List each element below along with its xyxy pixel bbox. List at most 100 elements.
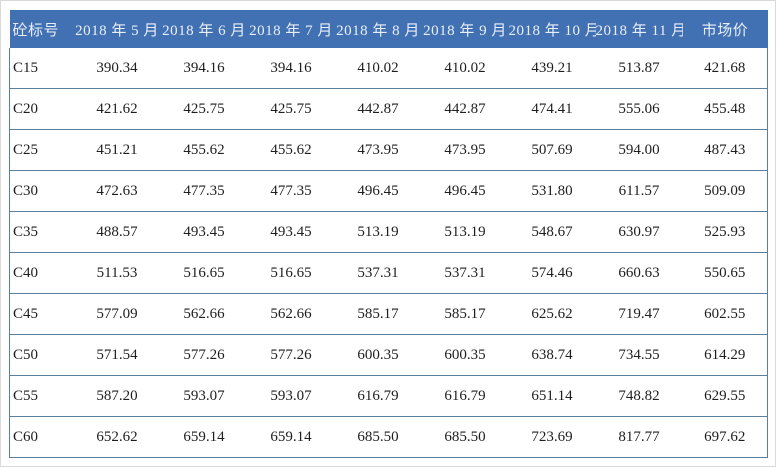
price-cell: 394.16	[247, 48, 335, 89]
price-cell: 442.87	[421, 88, 509, 130]
price-cell: 525.93	[682, 211, 768, 253]
price-cell: 723.69	[508, 416, 596, 458]
price-cell: 516.65	[160, 252, 248, 294]
price-cell: 473.95	[334, 129, 422, 171]
price-cell: 600.35	[334, 334, 422, 376]
price-cell: 587.20	[73, 375, 161, 417]
header-cell: 2018 年 8 月	[334, 10, 422, 48]
price-cell: 659.14	[160, 416, 248, 458]
price-cell: 625.62	[508, 293, 596, 335]
price-cell: 455.62	[247, 129, 335, 171]
price-cell: 611.57	[595, 170, 683, 212]
price-cell: 488.57	[73, 211, 161, 253]
price-cell: 537.31	[334, 252, 422, 294]
price-cell: 473.95	[421, 129, 509, 171]
price-cell: 593.07	[247, 375, 335, 417]
grade-cell: C45	[9, 293, 74, 335]
price-cell: 585.17	[421, 293, 509, 335]
header-cell: 2018 年 6 月	[160, 10, 248, 48]
price-cell: 548.67	[508, 211, 596, 253]
price-cell: 507.69	[508, 129, 596, 171]
price-cell: 571.54	[73, 334, 161, 376]
price-cell: 593.07	[160, 375, 248, 417]
price-cell: 629.55	[682, 375, 768, 417]
table-row: C30 472.63 477.35 477.35 496.45 496.45 531.80 6…	[9, 170, 768, 212]
price-cell: 697.62	[682, 416, 768, 458]
price-cell: 421.68	[682, 48, 768, 89]
price-cell: 602.55	[682, 293, 768, 335]
grade-cell: C25	[9, 129, 74, 171]
price-cell: 439.21	[508, 48, 596, 89]
header-row: 砼标号 2018 年 5 月 2018 年 6 月 2018 年 7 月 2018 年 …	[9, 10, 768, 48]
table-row: C50 571.54 577.26 577.26 600.35 600.35 638.74 7…	[9, 334, 768, 376]
price-cell: 685.50	[421, 416, 509, 458]
grade-cell: C40	[9, 252, 74, 294]
table-row: C35 488.57 493.45 493.45 513.19 513.19 548.67 6…	[9, 211, 768, 253]
price-cell: 493.45	[160, 211, 248, 253]
price-cell: 659.14	[247, 416, 335, 458]
price-cell: 652.62	[73, 416, 161, 458]
price-cell: 616.79	[334, 375, 422, 417]
price-cell: 425.75	[247, 88, 335, 130]
grade-cell: C50	[9, 334, 74, 376]
table-row: C45 577.09 562.66 562.66 585.17 585.17 625.62 7…	[9, 293, 768, 335]
price-cell: 390.34	[73, 48, 161, 89]
price-cell: 555.06	[595, 88, 683, 130]
header-cell: 2018 年 9 月	[421, 10, 509, 48]
price-cell: 585.17	[334, 293, 422, 335]
price-cell: 493.45	[247, 211, 335, 253]
grade-cell: C30	[9, 170, 74, 212]
price-cell: 513.19	[334, 211, 422, 253]
price-cell: 455.48	[682, 88, 768, 130]
header-cell: 2018 年 7 月	[247, 10, 335, 48]
price-cell: 734.55	[595, 334, 683, 376]
price-cell: 496.45	[421, 170, 509, 212]
table-row: C20 421.62 425.75 425.75 442.87 442.87 474.41 5…	[9, 88, 768, 130]
price-cell: 410.02	[421, 48, 509, 89]
price-cell: 509.09	[682, 170, 768, 212]
price-cell: 513.87	[595, 48, 683, 89]
grade-cell: C60	[9, 416, 74, 458]
header-cell: 2018 年 10 月	[508, 10, 596, 48]
price-cell: 531.80	[508, 170, 596, 212]
price-cell: 421.62	[73, 88, 161, 130]
price-cell: 516.65	[247, 252, 335, 294]
price-cell: 577.26	[160, 334, 248, 376]
price-cell: 472.63	[73, 170, 161, 212]
price-cell: 600.35	[421, 334, 509, 376]
price-cell: 477.35	[160, 170, 248, 212]
price-cell: 817.77	[595, 416, 683, 458]
price-cell: 550.65	[682, 252, 768, 294]
price-cell: 487.43	[682, 129, 768, 171]
grade-cell: C20	[9, 88, 74, 130]
price-cell: 496.45	[334, 170, 422, 212]
price-cell: 719.47	[595, 293, 683, 335]
table-row: C15 390.34 394.16 394.16 410.02 410.02 439.21 5…	[9, 48, 768, 89]
price-cell: 651.14	[508, 375, 596, 417]
header-cell: 市场价	[682, 10, 768, 48]
price-cell: 748.82	[595, 375, 683, 417]
header-cell: 2018 年 5 月	[73, 10, 161, 48]
price-cell: 410.02	[334, 48, 422, 89]
price-cell: 442.87	[334, 88, 422, 130]
concrete-monthly-price-table: 砼标号 2018 年 5 月 2018 年 6 月 2018 年 7 月 2018 年 …	[9, 10, 768, 458]
price-cell: 685.50	[334, 416, 422, 458]
table-row: C55 587.20 593.07 593.07 616.79 616.79 651.14 7…	[9, 375, 768, 417]
price-cell: 614.29	[682, 334, 768, 376]
header-cell-grade: 砼标号	[9, 10, 74, 48]
table-row: C60 652.62 659.14 659.14 685.50 685.50 723.69 8…	[9, 416, 768, 458]
price-cell: 574.46	[508, 252, 596, 294]
price-cell: 394.16	[160, 48, 248, 89]
price-cell: 660.63	[595, 252, 683, 294]
price-cell: 425.75	[160, 88, 248, 130]
price-cell: 477.35	[247, 170, 335, 212]
table-row: C40 511.53 516.65 516.65 537.31 537.31 574.46 6…	[9, 252, 768, 294]
price-cell: 562.66	[160, 293, 248, 335]
table-row: C25 451.21 455.62 455.62 473.95 473.95 507.69 5…	[9, 129, 768, 171]
price-cell: 511.53	[73, 252, 161, 294]
price-cell: 474.41	[508, 88, 596, 130]
price-cell: 616.79	[421, 375, 509, 417]
price-cell: 513.19	[421, 211, 509, 253]
price-cell: 638.74	[508, 334, 596, 376]
